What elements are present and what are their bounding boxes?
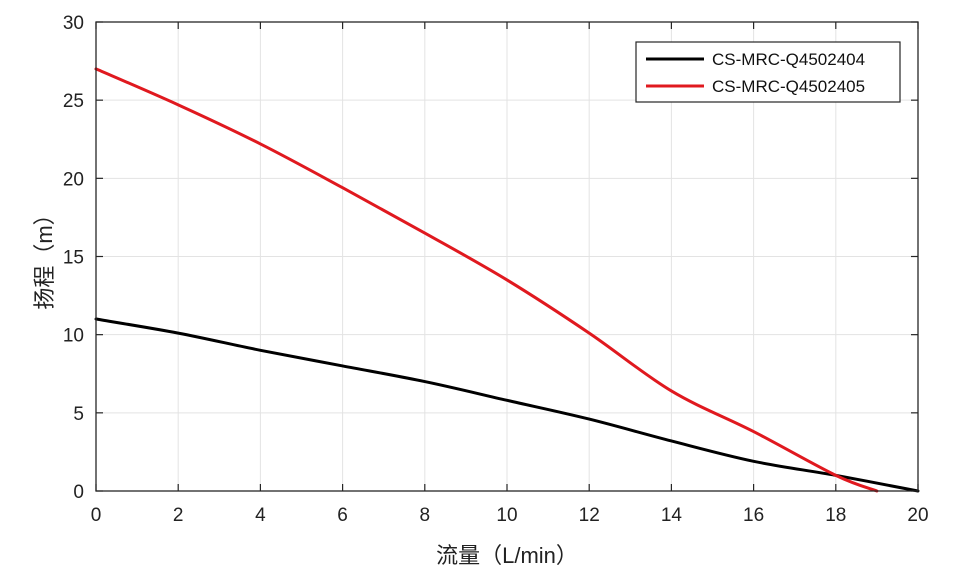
series-line-1 xyxy=(94,317,920,493)
x-tick-label: 0 xyxy=(91,505,102,526)
y-axis-title: 扬程（m） xyxy=(32,203,57,309)
x-tick-label: 12 xyxy=(579,505,600,526)
x-axis-title: 流量（L/min） xyxy=(436,543,578,568)
y-tick-label: 5 xyxy=(73,404,84,425)
x-tick-label: 4 xyxy=(255,505,266,526)
x-tick-label: 18 xyxy=(825,505,846,526)
legend-label-2: CS-MRC-Q4502405 xyxy=(712,77,865,96)
legend-label-1: CS-MRC-Q4502404 xyxy=(712,50,865,69)
series-layer xyxy=(94,67,920,493)
axis-ticks xyxy=(95,21,919,492)
y-tick-label: 10 xyxy=(63,326,84,347)
y-tick-label: 0 xyxy=(73,482,84,503)
x-tick-label: 16 xyxy=(743,505,764,526)
x-tick-label: 8 xyxy=(420,505,431,526)
x-tick-label: 14 xyxy=(661,505,683,526)
x-tick-label: 10 xyxy=(496,505,517,526)
y-tick-label: 30 xyxy=(63,13,84,34)
series-line-2 xyxy=(94,67,879,493)
x-tick-label: 6 xyxy=(337,505,348,526)
x-tick-label: 20 xyxy=(907,505,928,526)
y-tick-label: 15 xyxy=(63,248,84,269)
y-tick-label: 25 xyxy=(63,91,84,112)
y-axis-tick-labels: 0 5 10 15 20 25 30 xyxy=(63,13,84,503)
legend: CS-MRC-Q4502404 CS-MRC-Q4502405 xyxy=(635,41,901,103)
x-tick-label: 2 xyxy=(173,505,184,526)
legend-box xyxy=(635,41,901,103)
y-tick-label: 20 xyxy=(63,169,84,190)
x-axis-tick-labels: 0 2 4 6 8 10 12 14 16 18 20 xyxy=(91,505,929,526)
